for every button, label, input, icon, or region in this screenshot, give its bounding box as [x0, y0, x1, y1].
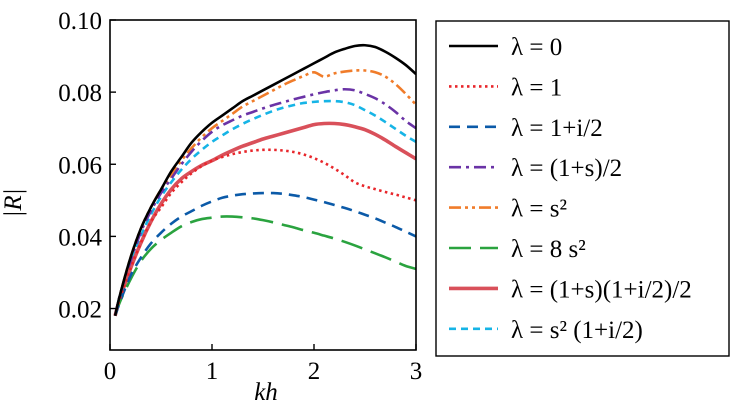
x-tick-label-2: 2: [308, 358, 321, 385]
legend-label-1: λ = 0: [511, 34, 562, 61]
y-tick-label-2: 0.06: [58, 152, 102, 179]
x-tick-label-0: 0: [104, 358, 117, 385]
y-tick-label-0: 0.02: [58, 297, 102, 324]
x-tick-label-3: 3: [410, 358, 423, 385]
legend-label-4: λ = (1+s)/2: [511, 155, 622, 182]
legend-label-8: λ = s² (1+i/2): [511, 317, 643, 344]
legend-label-2: λ = 1: [511, 74, 562, 101]
plot-frame: [109, 19, 417, 351]
series-line-1: [113, 43, 416, 317]
series-line-6: [113, 215, 416, 317]
series-line-3: [113, 191, 416, 317]
legend-label-3: λ = 1+i/2: [511, 115, 603, 142]
x-tick-label-1: 1: [206, 358, 219, 385]
x-axis-label: kh: [254, 379, 278, 406]
axes: 0 1 2 3 0.02 0.04 0.06 0.08 0.10 kh |R|: [0, 8, 422, 406]
y-axis-label: |R|: [0, 188, 27, 217]
series-line-4: [113, 87, 416, 317]
series-line-7: [113, 121, 416, 317]
series-line-5: [113, 69, 416, 317]
series-line-2: [113, 148, 416, 317]
y-tick-label-3: 0.08: [58, 80, 102, 107]
legend-label-5: λ = s²: [511, 196, 567, 223]
y-tick-label-4: 0.10: [58, 8, 102, 35]
legend: λ = 0 λ = 1 λ = 1+i/2 λ = (1+s)/2 λ = s² λ = …: [435, 20, 730, 357]
series-line-8: [113, 99, 416, 317]
plot-area: [113, 43, 416, 317]
legend-label-7: λ = (1+s)(1+i/2)/2: [511, 276, 692, 303]
legend-label-6: λ = 8 s²: [511, 236, 586, 263]
y-tick-label-1: 0.04: [58, 224, 102, 251]
legend-box: [435, 20, 730, 357]
